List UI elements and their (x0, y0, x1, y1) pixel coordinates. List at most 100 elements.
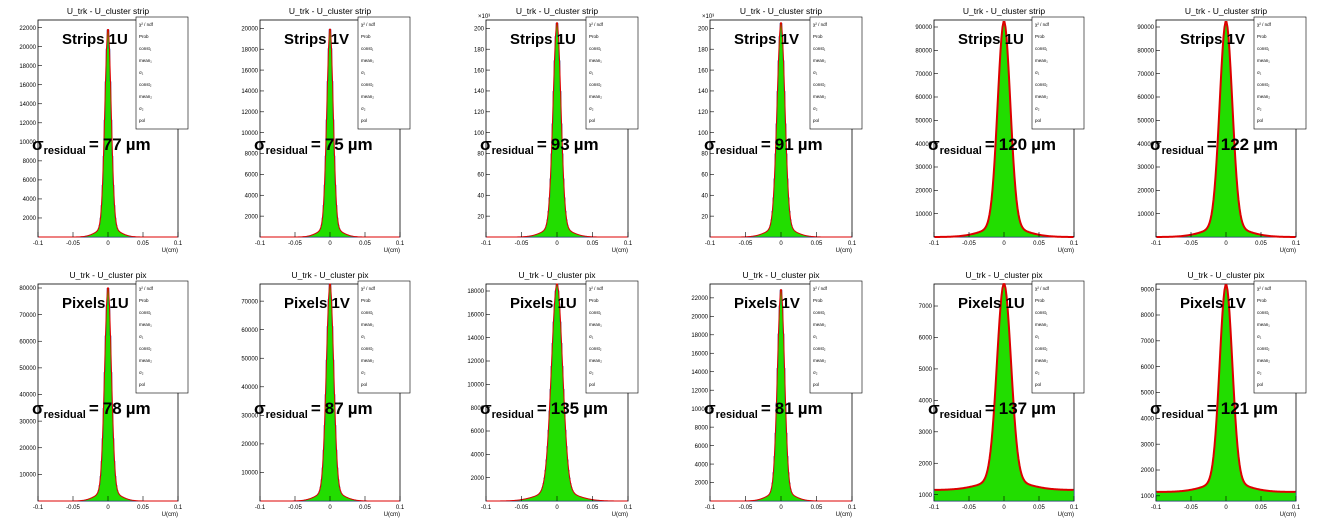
x-tick-label: 0.05 (1033, 241, 1045, 247)
sigma-subscript: residual (266, 409, 308, 421)
x-axis-label: U(cm) (612, 512, 628, 518)
detector-label: Strips 1U (62, 31, 128, 48)
y-tick-label: 160 (474, 68, 485, 74)
x-tick-label: 0.1 (624, 505, 633, 511)
x-tick-label: 0.1 (1292, 241, 1301, 247)
stats-label: σ₂ (1035, 106, 1040, 111)
fit-curve (38, 287, 178, 502)
stats-label: const₁ (813, 46, 826, 51)
stats-label: mean₁ (1257, 322, 1270, 327)
x-tick-label: 0.05 (1255, 241, 1267, 247)
x-tick-label: 0.05 (587, 505, 599, 511)
stats-label: const₂ (139, 82, 152, 87)
x-tick-label: 0 (1002, 241, 1006, 247)
stats-label: mean₁ (361, 322, 374, 327)
sigma-residual-label: σresidual = 121 µm (1150, 399, 1278, 421)
chart-panel-5: U_trk - U_cluster strip 10000 20000 30000 40… (915, 6, 1085, 254)
y-tick-label: 90000 (915, 25, 932, 31)
x-tick-label: -0.05 (1184, 241, 1198, 247)
x-tick-label: -0.1 (255, 505, 266, 511)
stats-label: const₂ (361, 82, 374, 87)
stats-label: const₁ (813, 310, 826, 315)
chart-panel-11: U_trk - U_cluster pix 1000 2000 3000 4000 500… (919, 270, 1085, 518)
y-tick-label: 12000 (19, 121, 36, 127)
chart-title: U_trk - U_cluster pix (966, 270, 1044, 280)
stats-label: mean₂ (139, 358, 152, 363)
fit-curve (1156, 21, 1296, 238)
y-tick-label: 140 (698, 89, 709, 95)
y-tick-label: 20000 (1137, 189, 1154, 195)
equals-sign: = (761, 135, 771, 154)
stats-label: mean₁ (589, 322, 602, 327)
stats-label: σ₂ (813, 106, 818, 111)
x-tick-label: 0.1 (396, 241, 405, 247)
residual-unit: µm (1031, 399, 1056, 418)
residual-unit: µm (126, 135, 151, 154)
sigma-symbol: σ (32, 135, 44, 154)
chart-panel-8: U_trk - U_cluster pix 10000 20000 30000 4000… (241, 270, 411, 518)
y-tick-label: 4000 (1141, 417, 1155, 423)
y-tick-label: 4000 (471, 453, 485, 459)
y-tick-label: 14000 (241, 89, 258, 95)
fit-curve (38, 29, 178, 238)
x-axis-label: U(cm) (384, 248, 400, 254)
x-tick-label: 0 (1002, 505, 1006, 511)
detector-label: Strips 1U (510, 31, 576, 48)
y-tick-label: 20000 (241, 27, 258, 33)
equals-sign: = (985, 399, 995, 418)
y-tick-label: 70000 (19, 313, 36, 319)
stats-label: σ₂ (813, 370, 818, 375)
y-tick-label: 80000 (19, 286, 36, 292)
chart-title: U_trk - U_cluster pix (292, 270, 370, 280)
residual-unit: µm (1031, 135, 1056, 154)
x-tick-label: 0.05 (1255, 505, 1267, 511)
stats-label: const₂ (1257, 82, 1270, 87)
y-tick-label: 100 (474, 131, 485, 137)
x-axis-label: U(cm) (384, 512, 400, 518)
x-tick-label: 0 (328, 241, 332, 247)
y-tick-label: 4000 (245, 193, 259, 199)
stats-label: pol (813, 382, 819, 387)
y-tick-label: 100 (698, 131, 709, 137)
sigma-subscript: residual (716, 145, 758, 157)
stats-label: Prob (1035, 298, 1045, 303)
x-axis-label: U(cm) (836, 512, 852, 518)
chart-panel-12: U_trk - U_cluster pix 1000 2000 3000 4000 500… (1141, 270, 1307, 518)
x-tick-label: -0.05 (288, 505, 302, 511)
equals-sign: = (311, 399, 321, 418)
x-tick-label: 0 (555, 505, 559, 511)
stats-label: mean₂ (1257, 94, 1270, 99)
stats-label: σ₂ (1257, 106, 1262, 111)
y-tick-label: 60000 (241, 328, 258, 334)
y-tick-label: 2000 (23, 216, 37, 222)
y-tick-label: 40 (477, 193, 484, 199)
stats-label: χ² / ndf (361, 22, 376, 27)
fit-curve (1156, 284, 1296, 493)
stats-box (357, 16, 411, 130)
stats-label: mean₁ (813, 58, 826, 63)
y-tick-label: 50000 (1137, 119, 1154, 125)
stats-label: Prob (813, 34, 823, 39)
y-tick-label: 60000 (19, 339, 36, 345)
residual-unit: µm (1253, 399, 1278, 418)
fit-curve (934, 21, 1074, 238)
detector-label: Pixels 1U (62, 295, 129, 312)
fit-curve (260, 283, 400, 502)
stats-label: mean₂ (813, 358, 826, 363)
residual-unit: µm (574, 135, 599, 154)
stats-label: mean₂ (361, 358, 374, 363)
x-axis-label: U(cm) (1058, 248, 1074, 254)
sigma-subscript: residual (716, 409, 758, 421)
stats-label: σ₂ (361, 370, 366, 375)
y-tick-label: 14000 (19, 102, 36, 108)
y-tick-label: 16000 (467, 313, 484, 319)
stats-label: σ₁ (589, 334, 594, 339)
y-tick-label: 3000 (919, 430, 933, 436)
y-tick-label: 20000 (915, 189, 932, 195)
x-axis-label: U(cm) (612, 248, 628, 254)
x-tick-label: -0.05 (962, 505, 976, 511)
residual-value: 122 (1221, 135, 1249, 154)
sigma-subscript: residual (492, 409, 534, 421)
y-tick-label: 10000 (241, 131, 258, 137)
stats-label: σ₁ (813, 334, 818, 339)
